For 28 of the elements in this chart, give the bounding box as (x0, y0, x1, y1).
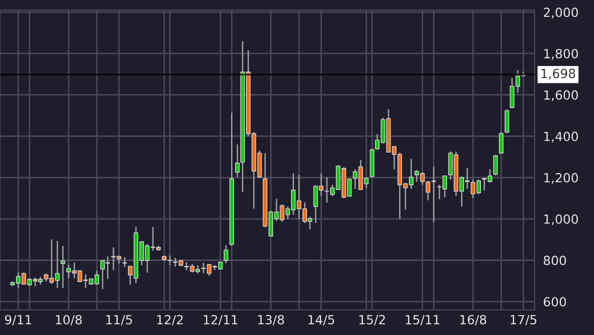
x-tick-label: 11/5 (106, 315, 132, 326)
candlestick (498, 131, 504, 154)
candlestick (168, 254, 172, 266)
x-tick-label: 15/11 (406, 315, 440, 326)
y-tick-label: 800 (544, 256, 566, 266)
y-tick-label: 2,000 (544, 8, 578, 18)
y-tick-label: 1,600 (544, 90, 578, 102)
candlestick (224, 244, 228, 264)
candlestick (122, 256, 127, 268)
x-tick-label: 12/2 (157, 314, 183, 326)
candlestick (504, 108, 510, 134)
x-tick-label: 14/5 (308, 315, 334, 326)
y-tick-label: 600 (544, 297, 566, 307)
y-tick-label: 1,000 (544, 214, 578, 226)
x-tick-label: 12/11 (204, 314, 238, 326)
y-tick-label: 1,800 (544, 48, 578, 60)
x-tick-label: 16/8 (460, 314, 486, 326)
candlestick (235, 144, 240, 178)
x-tick-label: 9/11 (5, 314, 32, 326)
x-tick-label: 15/2 (359, 314, 385, 326)
x-tick-label: 17/5 (510, 315, 536, 326)
y-tick-label: 1,400 (544, 132, 578, 142)
candlestick (60, 245, 66, 289)
ref-line-label: 1,698 (542, 68, 576, 80)
x-tick-label: 10/8 (56, 314, 82, 326)
x-tick-label: 13/8 (258, 314, 284, 326)
candlestick (493, 154, 498, 176)
y-tick-label: 1,200 (544, 173, 578, 184)
